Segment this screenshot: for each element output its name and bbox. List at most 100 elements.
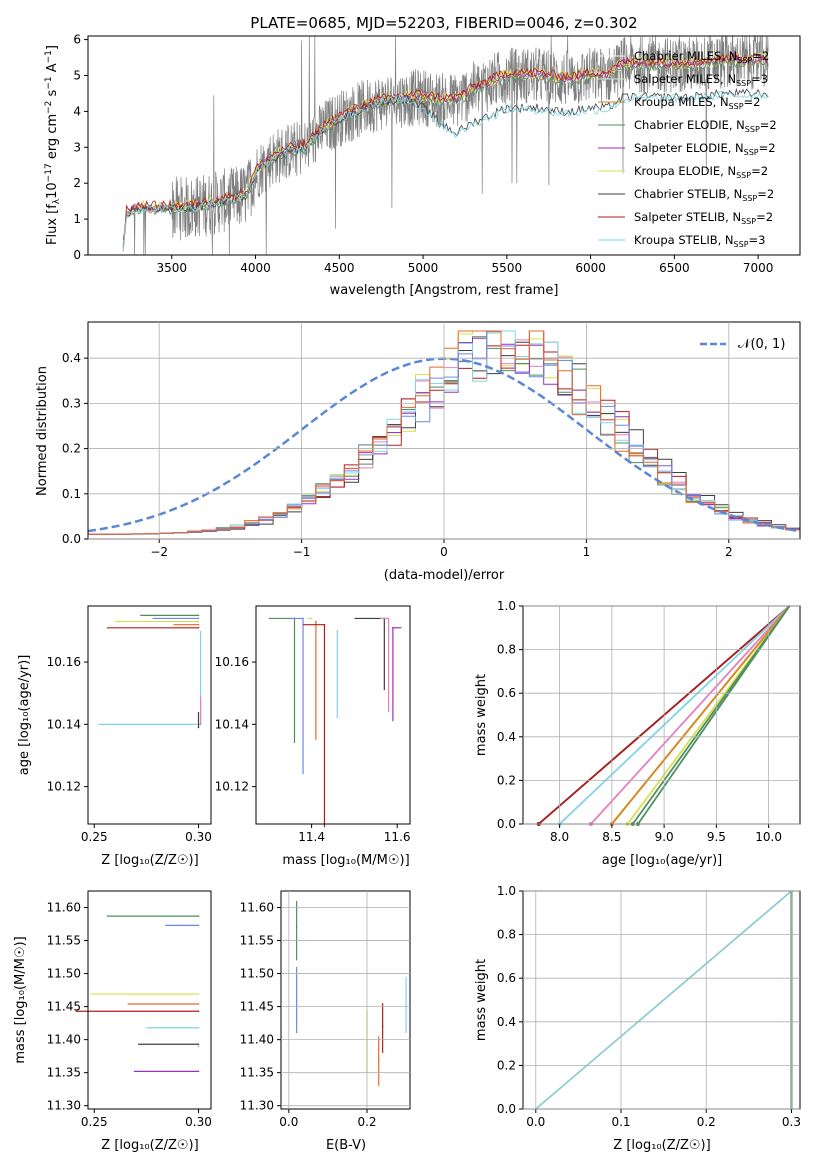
x-tick-label: 0.1 <box>611 1115 630 1129</box>
y-tick-label: 11.45 <box>240 1000 274 1014</box>
legend-text: Kroupa MILES, N <box>634 95 729 109</box>
x-tick-label: 0 <box>440 545 448 559</box>
data-point <box>381 1025 384 1028</box>
legend-tail: =2 <box>744 95 761 109</box>
x-tick-label: 6500 <box>659 261 690 275</box>
mass-age-frame <box>255 605 411 825</box>
x-tick-label: 5000 <box>408 261 439 275</box>
y-tick-label: 0.4 <box>497 730 516 744</box>
legend-text: Salpeter MILES, N <box>634 72 736 86</box>
data-point <box>197 915 200 917</box>
z-mass-frame <box>87 890 212 1110</box>
data-point <box>197 620 200 623</box>
model-spectrum-line <box>122 56 769 252</box>
data-point <box>197 627 200 629</box>
y-tick-label: 0.6 <box>497 686 516 700</box>
y-tick-label: 11.30 <box>240 1099 274 1113</box>
ebv-mass-panel: 0.0 0.2 11.30 11.35 11.40 11.45 11.50 11.55 11.6… <box>240 890 411 1153</box>
y-tick-label: 10.14 <box>47 717 81 731</box>
y-tick-label: 0.2 <box>497 1058 516 1072</box>
cumulative-weight-line <box>590 605 791 825</box>
x-tick-label: 0.25 <box>81 830 108 844</box>
cumulative-weight-line <box>637 605 791 825</box>
data-point <box>197 993 200 995</box>
legend-subscript: SSP <box>737 56 752 65</box>
x-tick-label: 8.5 <box>602 830 621 844</box>
data-spectrum-line <box>122 35 769 256</box>
z-weight-ylabel: mass weight <box>474 959 489 1041</box>
legend-subscript: SSP <box>729 102 744 111</box>
z-age-ylabel: age [log₁₀(age/yr)] <box>17 655 32 776</box>
y-tick-label: 4 <box>73 104 81 118</box>
legend-text: Kroupa STELIB, N <box>634 233 734 247</box>
z-age-data-layer <box>98 614 202 729</box>
legend-text: Chabrier STELIB, N <box>634 187 742 201</box>
legend-normal-label: 𝒩(0, 1) <box>738 337 785 352</box>
legend-label: Chabrier STELIB, NSSP=2 <box>634 187 774 203</box>
y-tick-label: 10.12 <box>47 780 81 794</box>
legend-text: Salpeter ELODIE, N <box>634 141 744 155</box>
legend-label: Kroupa MILES, NSSP=2 <box>634 95 760 111</box>
legend-text: Chabrier ELODIE, N <box>634 118 745 132</box>
x-tick-label: 0.3 <box>782 1115 801 1129</box>
age-weight-data-layer <box>536 605 791 826</box>
model-spectrum-line <box>122 91 769 250</box>
data-point <box>197 1070 200 1073</box>
legend-tail: =2 <box>751 164 768 178</box>
x-tick-label: 11.4 <box>298 830 325 844</box>
residual-panel: −2 −1 0 1 2 0.0 0.1 0.2 0.3 0.4 𝒩(0, 1) (data-mod… <box>35 321 801 583</box>
data-point <box>377 1058 380 1061</box>
data-point <box>302 617 304 620</box>
mass-age-data-layer <box>268 617 402 828</box>
ebv-mass-frame <box>280 890 411 1110</box>
y-tick-label: 11.35 <box>47 1066 81 1080</box>
legend-subscript: SSP <box>736 79 751 88</box>
legend-tail: =3 <box>749 233 766 247</box>
x-tick-label: 0.25 <box>81 1115 108 1129</box>
legend-label: Chabrier MILES, NSSP=2 <box>634 49 769 65</box>
legend-subscript: SSP <box>734 240 749 249</box>
y-tick-label: 10.16 <box>47 655 81 669</box>
ylabel-part: erg cm <box>45 114 60 163</box>
mass-age-xlabel: mass [log₁₀(M/M☉)] <box>282 853 409 868</box>
spectrum-title: PLATE=0685, MJD=52203, FIBERID=0046, z=0… <box>250 14 637 32</box>
data-point <box>199 723 202 726</box>
y-tick-label: 0.8 <box>497 643 516 657</box>
y-tick-label: 10.16 <box>215 655 249 669</box>
legend-tail: =2 <box>756 210 773 224</box>
y-tick-label: 0.4 <box>62 351 81 365</box>
y-tick-label: 11.60 <box>47 901 81 915</box>
x-tick-label: 0.30 <box>185 1115 212 1129</box>
y-tick-label: 10.14 <box>215 717 249 731</box>
legend-subscript: SSP <box>736 171 751 180</box>
data-point <box>315 620 317 623</box>
x-tick-label: 11.6 <box>384 830 411 844</box>
y-tick-label: 0.0 <box>62 532 81 546</box>
y-tick-label: 0.8 <box>497 928 516 942</box>
legend-subscript: SSP <box>745 125 760 134</box>
y-tick-label: 0.0 <box>497 817 516 831</box>
y-tick-label: 0.3 <box>62 396 81 410</box>
legend-tail: =2 <box>759 141 776 155</box>
y-tick-label: 11.30 <box>47 1099 81 1113</box>
ylabel-part: s <box>45 89 60 100</box>
y-tick-label: 3 <box>73 140 81 154</box>
x-tick-label: 9.5 <box>707 830 726 844</box>
x-tick-label: 0.0 <box>279 1115 298 1129</box>
model-spectrum-line <box>122 53 769 246</box>
data-point <box>392 627 394 629</box>
x-tick-label: 7000 <box>743 261 774 275</box>
z-mass-ticks: 0.25 0.30 11.30 11.35 11.40 11.45 11.50 11.55 11… <box>47 901 212 1129</box>
ebv-mass-ticks: 0.0 0.2 11.30 11.35 11.40 11.45 11.50 11.55 11.6… <box>240 891 410 1129</box>
data-point <box>197 1045 200 1048</box>
spectrum-frame <box>87 35 801 256</box>
y-tick-label: 1 <box>73 212 81 226</box>
y-tick-label: 1.0 <box>497 884 516 898</box>
data-point <box>197 1010 200 1013</box>
z-age-xlabel: Z [log₁₀(Z/Z☉)] <box>101 853 198 868</box>
histogram-step <box>88 330 800 535</box>
data-point <box>197 1043 200 1046</box>
